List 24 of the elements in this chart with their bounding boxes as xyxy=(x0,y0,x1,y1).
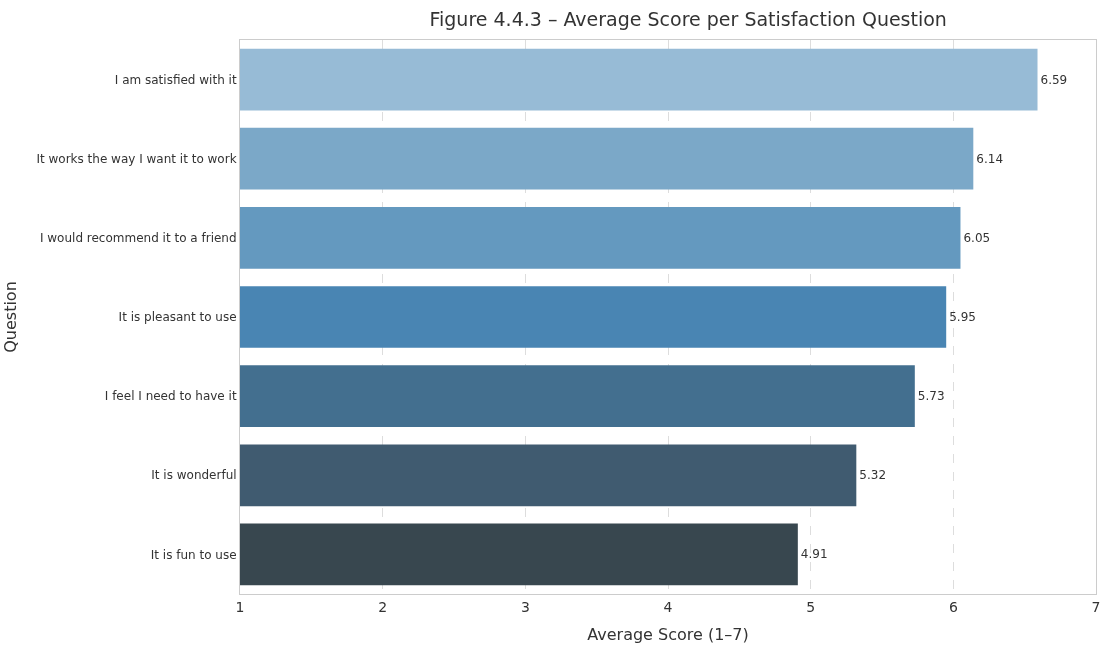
data-label: 6.59 xyxy=(1040,72,1068,87)
data-label: 6.14 xyxy=(976,151,1004,166)
y-tick-label: I am satisfied with it xyxy=(114,72,237,87)
x-tick-label: 3 xyxy=(520,598,530,615)
y-tick-label: I feel I need to have it xyxy=(104,389,237,404)
x-tick-label: 6 xyxy=(948,598,958,615)
data-label: 5.73 xyxy=(917,389,945,404)
data-label: 5.32 xyxy=(859,468,887,483)
x-axis-title: Average Score (1–7) xyxy=(587,625,749,645)
y-tick-label: I would recommend it to a friend xyxy=(39,231,237,246)
y-tick-label: It works the way I want it to work xyxy=(36,151,237,166)
x-tick-label: 2 xyxy=(378,598,388,615)
data-label: 4.91 xyxy=(800,547,828,562)
data-label: 6.05 xyxy=(963,230,991,245)
y-tick-label: It is fun to use xyxy=(150,547,237,562)
x-tick-label: 1 xyxy=(235,598,245,615)
y-tick-label: It is wonderful xyxy=(151,468,237,483)
y-tick-label: It is pleasant to use xyxy=(118,310,237,325)
y-axis-title: Question xyxy=(1,281,21,353)
chart-title: Figure 4.4.3 – Average Score per Satisfaction Question xyxy=(429,8,947,31)
x-tick-label: 5 xyxy=(806,598,816,615)
x-tick-label: 4 xyxy=(663,598,673,615)
data-label: 5.95 xyxy=(949,310,976,324)
x-tick-label: 7 xyxy=(1091,598,1101,615)
